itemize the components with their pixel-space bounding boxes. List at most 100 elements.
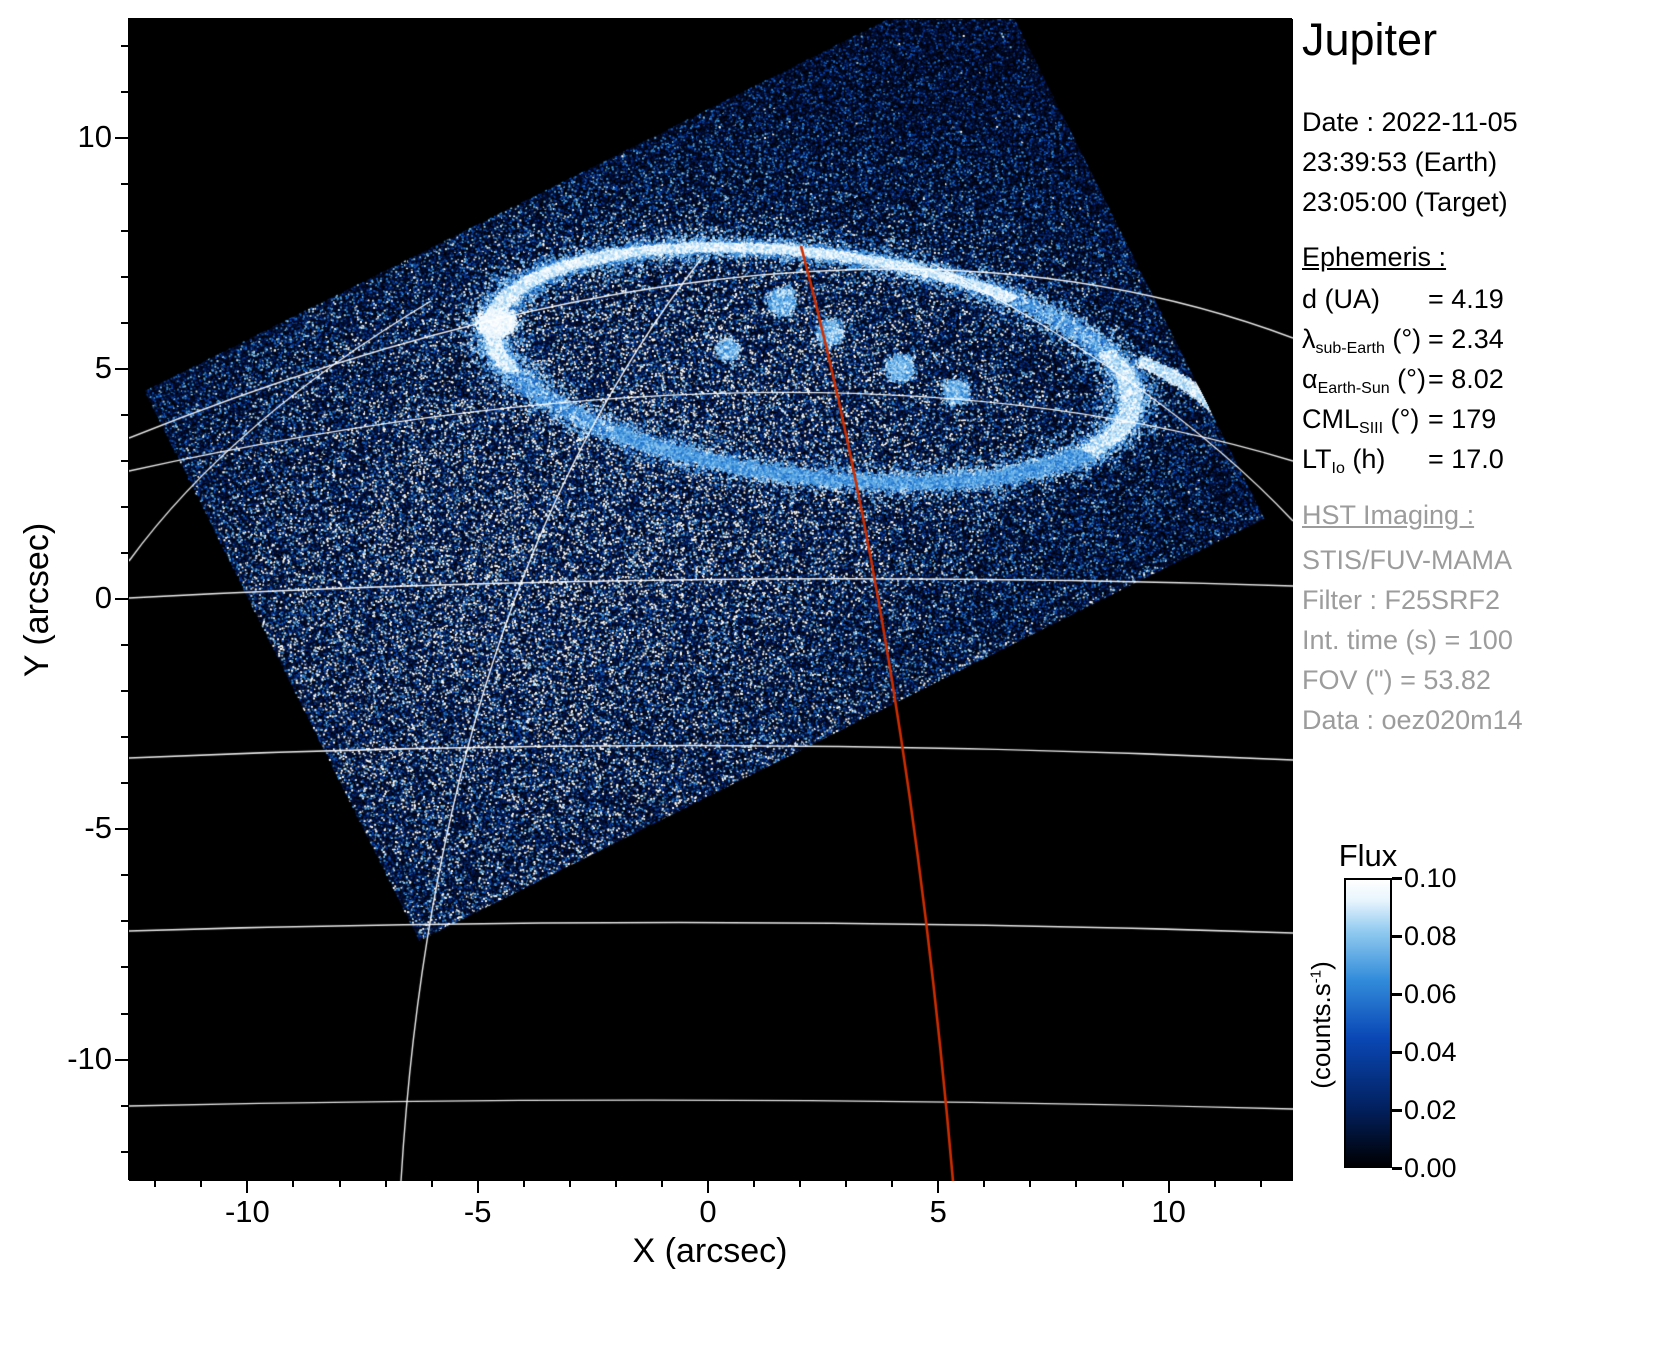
colorbar-tick-mark [1392,1109,1402,1112]
ephemeris-subscript: Earth-Sun [1317,380,1390,397]
y-tick-mark [121,275,128,278]
ephemeris-item: CMLSIII (°) = 179 [1302,404,1504,444]
y-tick-mark [121,45,128,48]
y-tick-mark [121,736,128,739]
x-tick-mark [983,1180,986,1187]
y-tick-mark [121,644,128,647]
x-tick-mark [707,1180,709,1193]
ephemeris-value: = 179 [1428,404,1497,434]
x-tick-mark [384,1180,387,1187]
ephemeris-subscript: Io [1331,460,1345,477]
y-tick-mark [121,782,128,785]
y-tick-mark [121,690,128,693]
datetime-block: Date : 2022-11-05 23:39:53 (Earth) 23:05… [1302,102,1518,222]
ephemeris-subscript: SIII [1359,420,1384,437]
ephemeris-symbol: α [1302,364,1318,394]
colorbar-tick-label: 0.08 [1404,921,1457,951]
y-tick-mark [115,828,128,831]
ephemeris-value: = 8.02 [1428,364,1504,394]
x-tick-label: 10 [1151,1194,1186,1229]
y-tick-mark [121,1012,128,1015]
y-tick-mark [121,1150,128,1153]
earth-time-line: 23:39:53 (Earth) [1302,147,1498,177]
ephemeris-symbol: CML [1302,404,1360,434]
x-tick-mark [292,1180,295,1187]
aurora-image-canvas [129,19,1293,1181]
x-tick-label: 0 [699,1194,717,1229]
colorbar-tick-label: 0.06 [1404,979,1457,1009]
x-tick-mark [1029,1180,1032,1187]
ephemeris-item: d (UA) = 4.19 [1302,284,1504,324]
x-axis-label: X (arcsec) [632,1232,788,1270]
y-tick-mark [121,413,128,416]
hst-info-line: Data : oez020m14 [1302,705,1523,735]
ephemeris-quantity: d (UA) [1302,284,1428,315]
ephemeris-unit: (°) [1389,364,1426,394]
ephemeris-value: = 4.19 [1428,284,1504,314]
colorbar-tick-mark [1392,877,1402,880]
ephemeris-unit: (°) [1384,324,1422,354]
x-tick-label: 5 [929,1194,947,1229]
unit-suffix: ) [1306,961,1336,970]
y-tick-label: 0 [94,580,112,615]
colorbar-unit-label: (counts.s-1) [1306,940,1340,1110]
y-tick-mark [115,367,128,370]
ephemeris-item: LTIo (h) = 17.0 [1302,444,1504,484]
x-tick-mark [1121,1180,1124,1187]
x-tick-mark [1075,1180,1078,1187]
colorbar-tick-label: 0.00 [1404,1153,1457,1183]
x-tick-mark [568,1180,571,1187]
ephemeris-symbol: λ [1302,324,1316,354]
y-tick-mark [115,598,128,600]
plot-area [128,18,1293,1181]
colorbar-tick-mark [1392,1167,1402,1170]
y-tick-label: -10 [67,1040,112,1076]
ephemeris-quantity: λsub-Earth (°) [1302,324,1428,357]
y-tick-mark [121,551,128,554]
hst-info-line: Filter : F25SRF2 [1302,585,1501,615]
ephemeris-list: d (UA) = 4.19 λsub-Earth (°) = 2.34 αEarth-S… [1302,284,1504,484]
ephemeris-value: = 17.0 [1428,444,1504,474]
x-tick-mark [430,1180,433,1187]
y-tick-label: 10 [77,119,112,155]
colorbar-title: Flux [1338,838,1398,873]
hst-info-line: STIS/FUV-MAMA [1302,545,1513,575]
y-tick-mark [121,505,128,508]
y-tick-mark [121,966,128,969]
x-tick-mark [753,1180,756,1187]
x-tick-mark [476,1180,479,1193]
colorbar-tick-mark [1392,1051,1402,1054]
date-line: Date : 2022-11-05 [1302,107,1518,137]
ephemeris-symbol: d [1302,284,1318,314]
hst-info-line: Int. time (s) = 100 [1302,625,1513,655]
y-tick-mark [121,874,128,877]
y-tick-mark [115,1058,128,1061]
y-tick-mark [121,321,128,324]
x-tick-mark [1213,1180,1216,1187]
y-tick-mark [121,920,128,923]
hst-info-line: FOV (") = 53.82 [1302,665,1491,695]
colorbar-tick-label: 0.10 [1404,863,1457,893]
x-tick-mark [522,1180,525,1187]
ephemeris-item: λsub-Earth (°) = 2.34 [1302,324,1504,364]
x-tick-mark [1259,1180,1262,1187]
target-title: Jupiter [1302,14,1438,65]
ephemeris-subscript: sub-Earth [1315,340,1385,357]
x-tick-mark [338,1180,341,1187]
y-tick-mark [121,459,128,462]
hst-heading: HST Imaging : [1302,500,1475,530]
x-tick-mark [1167,1180,1170,1193]
x-tick-mark [660,1180,663,1187]
y-tick-mark [121,183,128,186]
y-tick-label: 5 [94,349,112,385]
y-tick-mark [121,1104,128,1107]
hst-info-list: STIS/FUV-MAMA Filter : F25SRF2 Int. time (… [1302,540,1523,740]
x-tick-mark [891,1180,894,1187]
ephemeris-unit: (°) [1383,404,1420,434]
ephemeris-quantity: LTIo (h) [1302,444,1428,477]
ephemeris-heading: Ephemeris : [1302,242,1447,272]
colorbar-tick-label: 0.02 [1404,1095,1457,1125]
x-tick-label: -10 [224,1194,270,1229]
colorbar-tick-mark [1392,935,1402,938]
